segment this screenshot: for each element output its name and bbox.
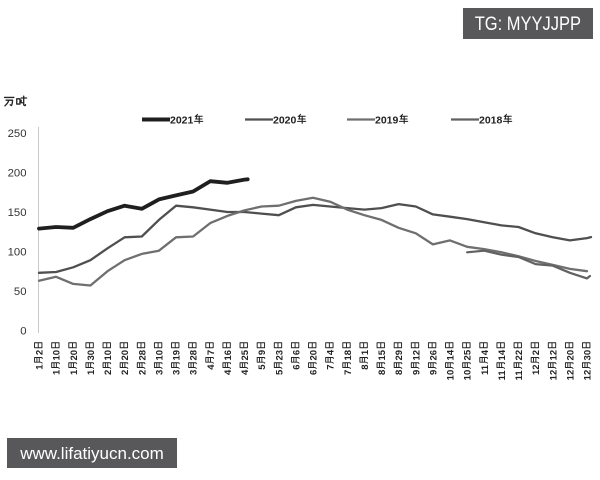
svg-text:2018: 2018 (479, 115, 503, 127)
svg-text:16: 16 (223, 350, 234, 361)
svg-text:28: 28 (189, 350, 200, 361)
svg-text:18: 18 (343, 350, 354, 361)
svg-text:1: 1 (69, 369, 80, 375)
svg-text:6: 6 (309, 370, 320, 375)
svg-text:9: 9 (257, 350, 268, 355)
svg-text:12: 12 (548, 370, 559, 381)
svg-text:4: 4 (326, 349, 337, 355)
svg-text:25: 25 (463, 349, 474, 360)
svg-text:29: 29 (394, 350, 405, 361)
svg-text:12: 12 (583, 370, 594, 381)
svg-text:7: 7 (343, 370, 354, 375)
svg-text:100: 100 (8, 247, 27, 259)
svg-text:150: 150 (8, 207, 27, 219)
svg-text:2: 2 (531, 350, 542, 355)
svg-text:1: 1 (360, 349, 371, 355)
svg-text:4: 4 (240, 369, 251, 375)
svg-text:5: 5 (274, 369, 285, 375)
svg-text:12: 12 (565, 370, 576, 381)
svg-text:3: 3 (172, 370, 183, 375)
svg-text:5: 5 (257, 364, 268, 370)
svg-text:2: 2 (120, 370, 131, 375)
svg-text:250: 250 (8, 128, 27, 140)
svg-text:2: 2 (137, 370, 148, 375)
svg-text:1: 1 (35, 364, 46, 370)
svg-text:8: 8 (394, 370, 405, 375)
svg-text:20: 20 (565, 350, 576, 361)
svg-text:2: 2 (103, 370, 114, 375)
svg-text:3: 3 (189, 370, 200, 375)
svg-text:20: 20 (69, 350, 80, 361)
svg-text:28: 28 (137, 350, 148, 361)
svg-text:10: 10 (446, 370, 457, 381)
svg-text:15: 15 (377, 349, 388, 360)
svg-text:10: 10 (154, 350, 165, 361)
svg-text:7: 7 (326, 364, 337, 369)
svg-text:8: 8 (377, 370, 388, 375)
svg-text:7: 7 (206, 350, 217, 355)
svg-text:0: 0 (20, 326, 26, 338)
svg-text:11: 11 (497, 370, 508, 381)
svg-text:12: 12 (531, 364, 542, 375)
svg-text:11: 11 (480, 364, 491, 375)
svg-text:1: 1 (52, 369, 63, 375)
svg-text:10: 10 (52, 350, 63, 361)
svg-text:11: 11 (514, 370, 525, 381)
svg-text:6: 6 (291, 350, 302, 355)
svg-text:14: 14 (446, 349, 457, 360)
svg-text:20: 20 (309, 350, 320, 361)
svg-text:14: 14 (497, 349, 508, 360)
svg-text:12: 12 (411, 350, 422, 361)
svg-text:23: 23 (274, 350, 285, 361)
svg-text:6: 6 (291, 364, 302, 369)
svg-text:4: 4 (480, 349, 491, 355)
svg-text:2: 2 (35, 350, 46, 355)
svg-text:200: 200 (8, 168, 27, 180)
svg-text:22: 22 (514, 350, 525, 361)
svg-text:4: 4 (206, 364, 217, 370)
svg-text:26: 26 (428, 350, 439, 361)
svg-text:2021: 2021 (170, 115, 194, 127)
svg-text:2019: 2019 (375, 115, 399, 127)
svg-text:30: 30 (86, 350, 97, 361)
svg-text:1: 1 (86, 369, 97, 375)
svg-text:8: 8 (360, 364, 371, 369)
svg-text:2020: 2020 (273, 115, 297, 127)
svg-text:19: 19 (172, 350, 183, 361)
svg-text:9: 9 (411, 370, 422, 375)
svg-text:10: 10 (103, 350, 114, 361)
svg-text:10: 10 (463, 370, 474, 381)
svg-text:30: 30 (583, 350, 594, 361)
svg-text:20: 20 (120, 350, 131, 361)
svg-text:9: 9 (428, 370, 439, 375)
svg-text:25: 25 (240, 349, 251, 360)
svg-text:50: 50 (14, 286, 27, 298)
svg-text:12: 12 (548, 350, 559, 361)
svg-text:3: 3 (154, 370, 165, 375)
svg-text:4: 4 (223, 369, 234, 375)
